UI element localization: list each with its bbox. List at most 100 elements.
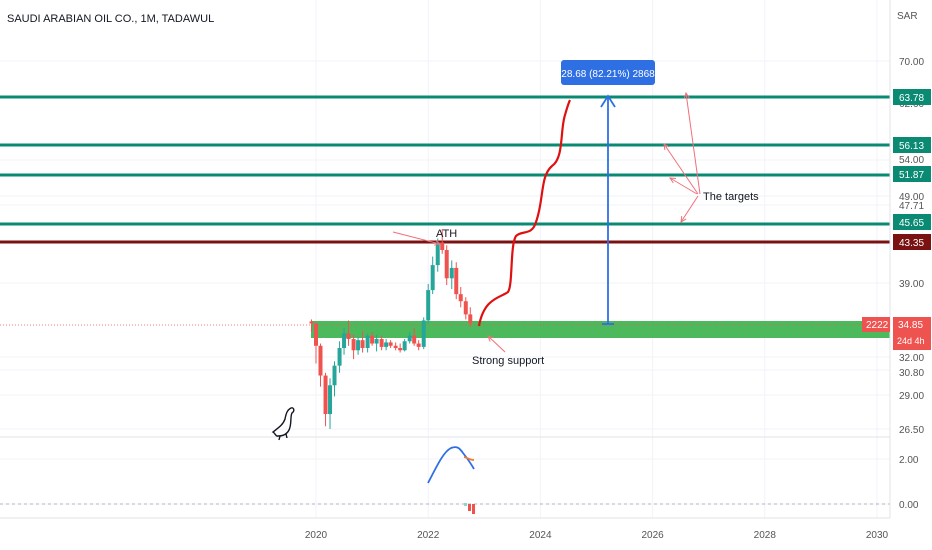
candle bbox=[444, 245, 449, 286]
candle bbox=[440, 229, 445, 254]
candle-body bbox=[402, 341, 407, 351]
support-zone-layer bbox=[0, 321, 890, 338]
candle-body bbox=[435, 242, 440, 266]
candle bbox=[342, 327, 347, 355]
candle-body bbox=[407, 335, 412, 342]
candle bbox=[318, 343, 323, 387]
candle-body bbox=[374, 339, 379, 344]
candle-body bbox=[351, 339, 356, 351]
candle-body bbox=[360, 340, 365, 349]
current-price-text: 34.85 bbox=[898, 320, 923, 331]
candle bbox=[379, 335, 384, 351]
candle bbox=[454, 262, 459, 300]
time-tick-label: 2024 bbox=[529, 530, 552, 541]
candle bbox=[323, 372, 328, 427]
osc-hist-bar bbox=[472, 504, 475, 514]
candle bbox=[365, 333, 370, 353]
target-arrow-2 bbox=[663, 143, 699, 195]
candle bbox=[346, 320, 351, 346]
ath-label: ATH bbox=[436, 228, 457, 240]
candle-body bbox=[412, 335, 417, 344]
osc-line bbox=[427, 446, 475, 484]
support-arrow bbox=[487, 335, 506, 353]
countdown-text: 24d 4h bbox=[897, 336, 925, 346]
target-arrow-3-head bbox=[669, 177, 677, 184]
symbol-tag: 2222 bbox=[862, 317, 890, 332]
time-tick-label: 2028 bbox=[754, 530, 777, 541]
osc-tick-label: 0.00 bbox=[899, 500, 919, 511]
candle bbox=[332, 361, 337, 397]
candle-body bbox=[346, 333, 351, 340]
candle bbox=[370, 332, 375, 346]
candle-body bbox=[416, 343, 421, 347]
candle-body bbox=[370, 335, 375, 344]
candle-body bbox=[468, 314, 473, 324]
price-tick-label: 70.00 bbox=[899, 57, 924, 68]
time-tick-label: 2030 bbox=[866, 530, 889, 541]
candle-body bbox=[449, 267, 454, 279]
candle bbox=[374, 334, 379, 352]
candle bbox=[421, 317, 426, 350]
candle-body bbox=[309, 321, 314, 324]
level-tag-63-78: 63.78 bbox=[893, 89, 931, 105]
target-arrow-1-head bbox=[683, 91, 690, 99]
annotations bbox=[392, 91, 701, 353]
symbol-tag-text: 2222 bbox=[866, 320, 889, 331]
candle-body bbox=[463, 301, 468, 315]
measure-label: 28.68 (82.21%) 2868 bbox=[561, 69, 655, 80]
candles bbox=[309, 229, 473, 429]
price-tick-label: 30.80 bbox=[899, 368, 924, 379]
dinosaur-icon bbox=[271, 407, 295, 441]
candle-body bbox=[318, 345, 323, 376]
candle-body bbox=[332, 365, 337, 386]
candle-body bbox=[430, 265, 435, 291]
targets-label: The targets bbox=[703, 191, 759, 203]
candle bbox=[407, 332, 412, 344]
oscillator-pane bbox=[0, 436, 890, 514]
candle-body bbox=[314, 323, 318, 346]
candle-body bbox=[444, 250, 449, 279]
candle-body bbox=[454, 267, 459, 295]
candle bbox=[430, 256, 435, 295]
level-tag-text: 56.13 bbox=[899, 141, 924, 152]
candle-body bbox=[356, 340, 361, 351]
candle bbox=[402, 339, 407, 352]
horizontal-levels bbox=[0, 95, 890, 244]
measure-label-box bbox=[561, 60, 655, 85]
candle-body bbox=[440, 242, 445, 251]
osc-hist-bar bbox=[468, 504, 471, 511]
target-arrow-3 bbox=[669, 177, 698, 195]
chart-title: SAUDI ARABIAN OIL CO., 1M, TADAWUL bbox=[7, 13, 214, 25]
candle bbox=[388, 340, 393, 349]
candle-body bbox=[421, 320, 426, 347]
candle bbox=[468, 307, 473, 327]
candle bbox=[309, 319, 314, 333]
osc-tail bbox=[463, 456, 475, 461]
target-arrow-4 bbox=[680, 195, 699, 223]
candle bbox=[351, 334, 356, 360]
level-tag-text: 51.87 bbox=[899, 170, 924, 181]
support-label: Strong support bbox=[472, 355, 544, 367]
level-tag-51-87: 51.87 bbox=[893, 166, 931, 182]
ath-arrow-head bbox=[434, 239, 442, 246]
candle-body bbox=[388, 342, 393, 346]
target-arrow-2-head bbox=[663, 143, 670, 151]
price-tick-label: 29.00 bbox=[899, 391, 924, 402]
candle-body bbox=[393, 345, 398, 349]
candle bbox=[458, 287, 463, 308]
candle bbox=[314, 322, 318, 364]
candle bbox=[398, 343, 403, 353]
candle-body bbox=[426, 290, 431, 321]
osc-tick-label: 2.00 bbox=[899, 455, 919, 466]
level-tag-45-65: 45.65 bbox=[893, 214, 931, 230]
candle bbox=[384, 339, 389, 351]
time-tick-label: 2026 bbox=[641, 530, 664, 541]
candle bbox=[360, 331, 365, 353]
support-zone bbox=[311, 321, 890, 338]
candle-body bbox=[379, 339, 384, 347]
level-tag-text: 63.78 bbox=[899, 93, 924, 104]
measure-arrow-head bbox=[600, 94, 616, 108]
price-tick-label: 26.50 bbox=[899, 425, 924, 436]
level-tag-56-13: 56.13 bbox=[893, 137, 931, 153]
